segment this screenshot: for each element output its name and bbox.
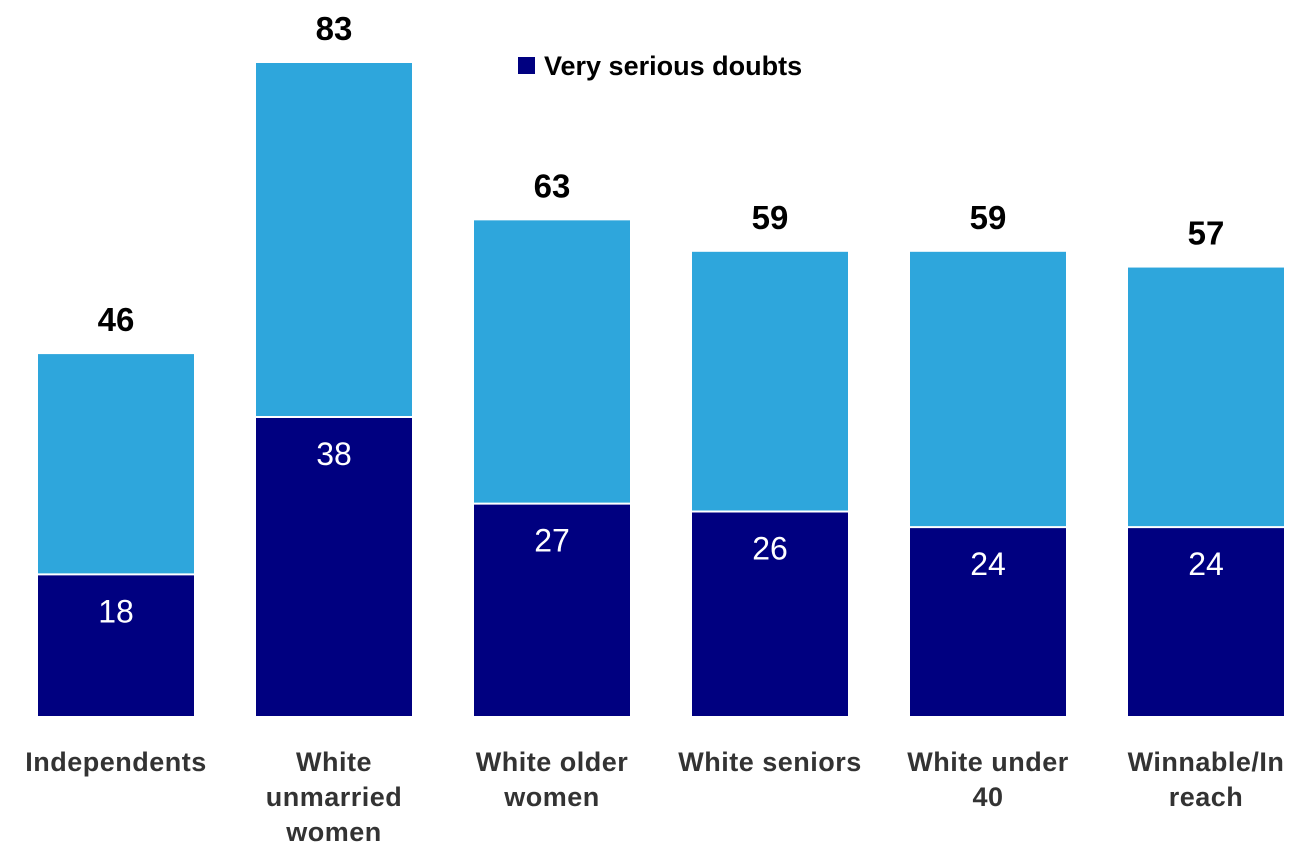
bar-upper-segment-1 — [256, 63, 412, 418]
category-label-1: White unmarried women — [266, 747, 403, 847]
data-label-very-serious-doubts-0: 18 — [98, 593, 134, 629]
legend: Very serious doubts — [518, 51, 802, 81]
bar-upper-segment-0 — [38, 354, 194, 575]
category-label-line: Independents — [25, 747, 207, 777]
bar-very-serious-doubts-0 — [38, 574, 194, 716]
data-label-total-5: 57 — [1188, 215, 1225, 252]
data-label-very-serious-doubts-4: 24 — [970, 546, 1006, 582]
category-label-5: Winnable/In reach — [1128, 747, 1285, 812]
category-label-line: women — [503, 782, 600, 812]
data-label-very-serious-doubts-2: 27 — [534, 523, 570, 559]
bar-upper-segment-3 — [692, 251, 848, 512]
bars-group — [38, 63, 1284, 716]
bar-very-serious-doubts-3 — [692, 511, 848, 716]
category-label-line: reach — [1169, 782, 1244, 812]
bar-very-serious-doubts-2 — [474, 503, 630, 716]
category-label-line: White older — [476, 747, 629, 777]
category-label-4: White under 40 — [907, 747, 1069, 812]
category-label-3: White seniors — [678, 747, 862, 777]
bar-very-serious-doubts-4 — [910, 527, 1066, 716]
data-label-very-serious-doubts-5: 24 — [1188, 546, 1224, 582]
category-label-line: White seniors — [678, 747, 862, 777]
category-label-2: White older women — [476, 747, 629, 812]
data-label-total-4: 59 — [970, 199, 1007, 236]
legend-label-very-serious-doubts: Very serious doubts — [544, 51, 802, 81]
category-label-line: 40 — [972, 782, 1003, 812]
category-label-line: White under — [907, 747, 1069, 777]
labels-group: 18 46 38 83 27 63 26 59 24 59 24 57 — [98, 10, 1225, 629]
bar-very-serious-doubts-1 — [256, 417, 412, 716]
category-label-line: unmarried — [266, 782, 403, 812]
bar-very-serious-doubts-5 — [1128, 527, 1284, 716]
category-label-line: women — [285, 817, 382, 847]
data-label-very-serious-doubts-1: 38 — [316, 436, 352, 472]
category-label-0: Independents — [25, 747, 207, 777]
data-label-total-0: 46 — [98, 301, 135, 338]
data-label-total-3: 59 — [752, 199, 789, 236]
bar-upper-segment-2 — [474, 220, 630, 504]
bar-upper-segment-5 — [1128, 267, 1284, 528]
category-label-line: White — [296, 747, 372, 777]
data-label-total-2: 63 — [534, 167, 571, 204]
category-label-line: Winnable/In — [1128, 747, 1285, 777]
legend-swatch-very-serious-doubts — [518, 57, 535, 74]
bar-upper-segment-4 — [910, 251, 1066, 528]
data-label-very-serious-doubts-3: 26 — [752, 530, 788, 566]
data-label-total-1: 83 — [316, 10, 353, 47]
